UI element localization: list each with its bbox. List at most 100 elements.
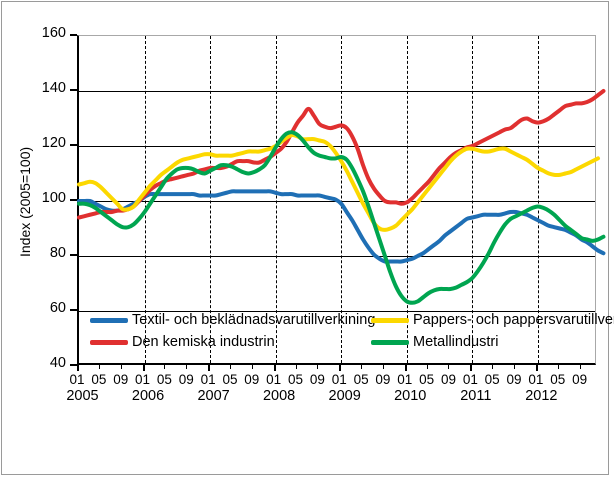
x-tick-label-month: 01 [200,372,216,387]
series-line [77,89,606,220]
legend-item[interactable]: Metallindustri [371,334,498,350]
legend-item[interactable]: Den kemiska industrin [90,334,275,350]
y-tick-label-140: 140 [41,80,66,96]
legend-item[interactable]: Textil- och beklädnadsvarutillverkining [90,312,375,328]
x-axis-year-label: 2009 [328,388,361,404]
y-axis-title-text: Index (2005=100) [17,146,33,257]
x-tick-mark [317,365,319,369]
legend-label: Den kemiska industrin [132,334,275,350]
x-tick-mark [120,365,122,369]
x-tick-label-month: 05 [353,372,369,387]
x-axis-year-label: 2006 [131,388,165,404]
x-tick-mark [186,365,188,369]
x-tick-mark [295,365,297,369]
gridline-vertical [341,36,343,363]
x-tick-label-month: 01 [331,372,347,387]
x-axis-year-label: 2008 [262,388,296,404]
gridline-horizontal [79,256,595,257]
x-tick-label-month: 05 [550,372,566,387]
legend-label: Metallindustri [413,334,499,350]
x-tick-mark [77,365,79,371]
x-tick-label-month: 09 [375,372,391,387]
y-tick-label-100: 100 [41,190,66,206]
x-tick-mark [339,365,342,371]
x-tick-label-month: 05 [484,372,500,387]
series-lines [77,89,606,305]
y-tick-mark [70,144,77,146]
x-tick-label-month: 09 [440,372,456,387]
x-tick-mark [579,365,581,369]
x-tick-mark [535,365,538,371]
x-tick-mark [273,365,276,371]
series-line [77,130,606,305]
x-tick-mark [142,365,145,371]
gridline-vertical [406,36,408,363]
legend-color-swatch [371,339,409,345]
chart-legend: Textil- och beklädnadsvarutillverkining D… [90,312,614,362]
gridline-vertical [210,36,212,363]
legend-item[interactable]: Pappers- och pappersvarutillverkning [371,312,614,328]
series-line [77,189,606,264]
x-tick-mark [208,365,211,371]
x-tick-mark [557,365,559,369]
y-tick-label-160: 160 [41,25,66,41]
legend-label: Pappers- och pappersvarutillverkning [413,312,614,328]
x-tick-mark [251,365,253,369]
x-axis-year-label: 2005 [66,388,99,404]
legend-color-swatch [90,339,128,345]
gridline-horizontal [79,146,595,147]
x-tick-label-month: 09 [309,372,325,387]
x-axis-year-label: 2007 [197,388,230,404]
x-tick-label-month: 09 [178,372,194,387]
x-tick-label-month: 01 [462,372,478,387]
x-tick-mark [426,365,428,369]
x-tick-mark [164,365,166,369]
x-tick-mark [448,365,450,369]
gridline-vertical [144,36,146,363]
x-tick-label-month: 05 [419,372,435,387]
x-tick-mark [514,365,516,369]
x-tick-label-month: 05 [156,372,172,387]
y-tick-mark [70,254,77,256]
legend-label: Textil- och beklädnadsvarutillverkining [132,312,376,328]
x-tick-mark [404,365,407,371]
x-tick-label-month: 01 [397,372,413,387]
x-tick-label-month: 05 [91,372,107,387]
x-tick-label-month: 09 [113,372,129,387]
x-axis-year-label: 2010 [394,388,427,404]
x-tick-label-month: 09 [244,372,260,387]
x-tick-label-month: 05 [288,372,304,387]
x-tick-label-month: 05 [222,372,238,387]
y-tick-label-120: 120 [41,135,66,151]
y-axis-tick-labels: 160 140 120 100 80 60 40 [2,2,77,481]
x-tick-mark [470,365,473,371]
x-tick-label-month: 09 [572,372,588,387]
y-tick-label-40: 40 [49,355,66,371]
gridline-vertical [275,36,277,363]
y-axis-title: Index (2005=100) [6,2,33,481]
x-axis-year-label: 2011 [460,388,492,404]
x-tick-mark [98,365,100,369]
x-tick-label-month: 01 [69,372,85,387]
y-tick-mark [70,309,77,311]
gridline-vertical [537,36,539,363]
legend-color-swatch [371,317,409,323]
x-axis-year-label: 2012 [525,388,558,404]
y-tick-mark [70,89,77,91]
plot-area [77,35,606,365]
x-tick-mark [229,365,231,369]
gridline-horizontal [79,91,595,92]
x-tick-label-month: 01 [528,372,544,387]
gridline-horizontal [79,311,595,312]
y-tick-mark [70,364,77,366]
x-tick-label-month: 01 [135,372,151,387]
x-tick-mark [361,365,363,369]
y-tick-label-80: 80 [49,245,66,261]
gridline-vertical [472,36,474,363]
y-tick-mark [70,34,77,36]
x-tick-mark [492,365,494,369]
y-tick-label-60: 60 [49,300,66,316]
x-tick-mark [382,365,384,369]
